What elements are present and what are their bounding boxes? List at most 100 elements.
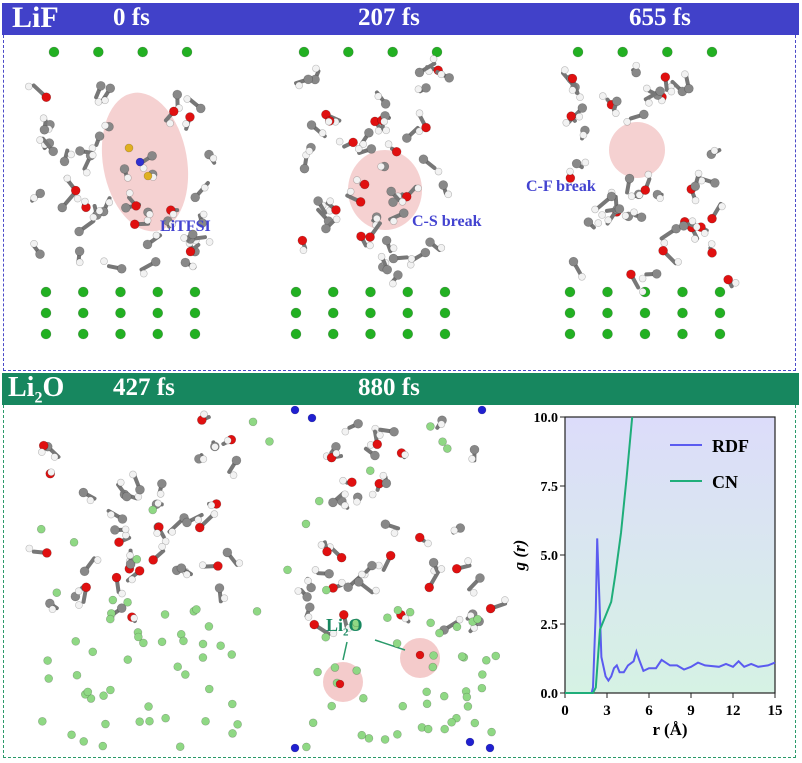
li-atom [564, 307, 576, 319]
atom [48, 146, 59, 157]
li-atom [192, 605, 201, 614]
atom [222, 547, 233, 558]
li-atom [108, 595, 118, 605]
h-atom [591, 205, 599, 214]
h-atom [199, 210, 208, 219]
li-atom [422, 699, 432, 709]
li-atom [173, 662, 183, 672]
h-atom [414, 85, 423, 94]
atom [117, 514, 128, 524]
atom [197, 218, 208, 228]
h-atom [414, 184, 422, 193]
h-atom [434, 167, 443, 176]
li-atom [308, 718, 318, 728]
atom [382, 264, 393, 275]
li-atom [314, 496, 324, 506]
atom [142, 239, 153, 250]
atom [583, 217, 594, 227]
li-atom [106, 685, 115, 695]
li-atom [77, 328, 89, 340]
atom [640, 185, 651, 195]
li-atom [365, 307, 376, 319]
li-atom [290, 286, 302, 298]
li-atom [564, 328, 576, 340]
h-atom [667, 87, 676, 96]
li-atom [132, 555, 142, 564]
li-atom [714, 328, 726, 340]
h-atom [341, 501, 349, 510]
li-atom [402, 286, 414, 298]
atom [78, 487, 89, 498]
li-atom [98, 741, 108, 751]
h-atom [594, 219, 603, 227]
atom [385, 550, 396, 561]
li-atom [248, 417, 258, 427]
li-atom [383, 613, 392, 623]
li-atom [439, 691, 449, 701]
h-atom [304, 577, 312, 585]
atom [306, 582, 316, 593]
h-atom [407, 255, 416, 263]
atom [567, 73, 578, 84]
atom [185, 246, 196, 257]
h-atom [562, 118, 571, 127]
li-atom [198, 639, 208, 649]
h-atom [295, 81, 303, 90]
h-atom [353, 497, 361, 506]
h-atom [354, 145, 363, 153]
atom [39, 124, 50, 135]
atom [388, 197, 398, 207]
h-atom [145, 210, 154, 219]
atom [338, 609, 349, 620]
atom [626, 269, 636, 280]
y-tick-label: 7.5 [541, 480, 559, 495]
h-atom [379, 471, 388, 480]
li-atom [189, 328, 201, 340]
h-atom [183, 570, 191, 579]
h-atom [194, 515, 203, 524]
atom [121, 202, 131, 213]
h-atom [152, 231, 161, 240]
h-atom [437, 244, 446, 252]
h-atom [424, 539, 432, 548]
h-atom [710, 146, 719, 155]
li-atom [105, 614, 115, 624]
lif-title: LiF [12, 1, 59, 34]
li-atom [359, 693, 368, 703]
li-atom [77, 307, 89, 319]
li-atom [115, 307, 126, 319]
atom [59, 156, 70, 167]
li-atom [302, 742, 311, 752]
atom [388, 253, 399, 264]
atom [313, 196, 323, 206]
atom [309, 619, 320, 630]
h-atom [39, 114, 48, 123]
li-atom [452, 622, 462, 632]
li-atom [123, 597, 132, 607]
atom [116, 603, 127, 613]
h-atom [324, 117, 333, 126]
time-label-880fs: 880 fs [358, 374, 420, 401]
li-atom [115, 328, 126, 340]
x-tick-label: 6 [645, 703, 653, 719]
h-atom [644, 170, 653, 179]
atom [306, 120, 317, 130]
atom [190, 192, 201, 203]
h-atom [209, 154, 218, 163]
li-atom [38, 717, 47, 726]
atom [372, 439, 383, 450]
h-atom [444, 190, 453, 199]
li-atom [392, 639, 402, 648]
li-atom [83, 687, 93, 697]
h-atom [318, 129, 327, 137]
atom [639, 109, 649, 120]
h-atom [338, 578, 346, 587]
li-atom [313, 667, 322, 677]
atom [355, 197, 366, 207]
atom [386, 186, 396, 197]
atom [348, 137, 358, 148]
h-atom [415, 109, 424, 118]
atom [469, 444, 480, 455]
h-atom [656, 194, 664, 203]
li-atom [145, 716, 154, 726]
